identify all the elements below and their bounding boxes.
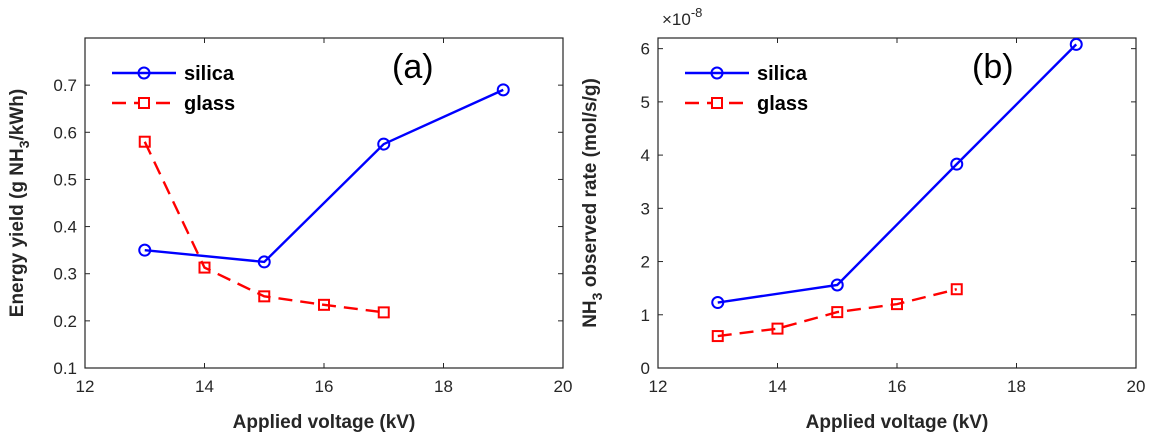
legend-marker-silica [710, 66, 724, 80]
legend-marker-glass [711, 97, 723, 109]
x-tick-label: 16 [315, 377, 334, 396]
data-point-silica [496, 83, 510, 97]
y-tick-label: 0.3 [53, 265, 77, 284]
data-point-silica [711, 296, 725, 310]
legend-label-silica: silica [757, 63, 808, 85]
x-tick-label: 14 [768, 377, 787, 396]
data-point-glass [318, 298, 330, 311]
series-glass [711, 283, 963, 343]
legend-label-silica: silica [184, 63, 235, 85]
y-tick-label: 1 [641, 306, 650, 325]
series-silica [138, 83, 510, 269]
legend-label-glass: glass [184, 93, 235, 115]
x-tick-label: 18 [434, 377, 453, 396]
x-tick-label: 20 [554, 377, 573, 396]
legend-marker-glass [138, 97, 150, 109]
y-tick-label: 0.7 [53, 76, 77, 95]
data-point-glass [771, 322, 784, 335]
series-line-silica [144, 88, 504, 264]
legend-label-glass: glass [757, 93, 808, 115]
data-point-silica [1069, 37, 1083, 51]
y-tick-label: 0.2 [53, 312, 77, 331]
legend-marker-silica [137, 66, 151, 80]
data-point-glass [198, 261, 211, 274]
x-tick-label: 12 [649, 377, 668, 396]
data-point-glass [377, 306, 390, 319]
y-axis-exponent: ×10-8 [662, 5, 702, 29]
data-point-glass [950, 283, 963, 296]
data-point-silica [138, 243, 152, 257]
chart-panel-a: 12 14 16 18 20 0.1 0.2 0.3 0.4 0.5 0.6 0.7 Applied v… [7, 37, 573, 433]
y-tick-label: 2 [641, 253, 650, 272]
y-axis-label: NH3 observed rate (mol/s/g) [580, 78, 605, 328]
y-tick-label: 0 [641, 359, 650, 378]
panel-label: (a) [392, 48, 434, 86]
data-point-glass [891, 298, 903, 311]
y-tick-label: 4 [641, 146, 650, 165]
y-tick-label: 5 [641, 93, 650, 112]
series-glass [138, 135, 390, 319]
y-axis-label: Energy yield (g NH3/kWh) [7, 89, 32, 317]
y-tick-label: 0.4 [53, 218, 77, 237]
series-line-glass [143, 141, 384, 314]
plot-area-frame [657, 37, 1137, 369]
y-tick-label: 0.6 [53, 123, 77, 142]
legend: silica glass [685, 63, 808, 115]
x-tick-label: 12 [76, 377, 95, 396]
series-silica [711, 37, 1083, 310]
data-point-glass [138, 135, 151, 148]
y-tick-label: 0.5 [53, 170, 77, 189]
data-point-glass [258, 290, 271, 303]
data-point-silica [377, 137, 391, 151]
data-point-silica [950, 157, 964, 171]
data-point-glass [711, 330, 724, 343]
panel-label: (b) [972, 48, 1014, 86]
x-tick-label: 18 [1007, 377, 1026, 396]
y-tick-label: 3 [641, 199, 650, 218]
series-line-glass [717, 288, 958, 338]
x-axis-label: Applied voltage (kV) [806, 412, 989, 433]
x-tick-label: 20 [1127, 377, 1146, 396]
data-point-silica [257, 255, 271, 269]
data-point-glass [831, 306, 844, 319]
x-tick-label: 14 [195, 377, 214, 396]
y-tick-label: 6 [641, 40, 650, 59]
x-tick-label: 16 [888, 377, 907, 396]
x-axis-label: Applied voltage (kV) [233, 412, 416, 433]
data-point-silica [830, 278, 844, 292]
y-tick-label: 0.1 [53, 359, 77, 378]
legend: silica glass [112, 63, 235, 115]
series-line-silica [717, 43, 1078, 304]
